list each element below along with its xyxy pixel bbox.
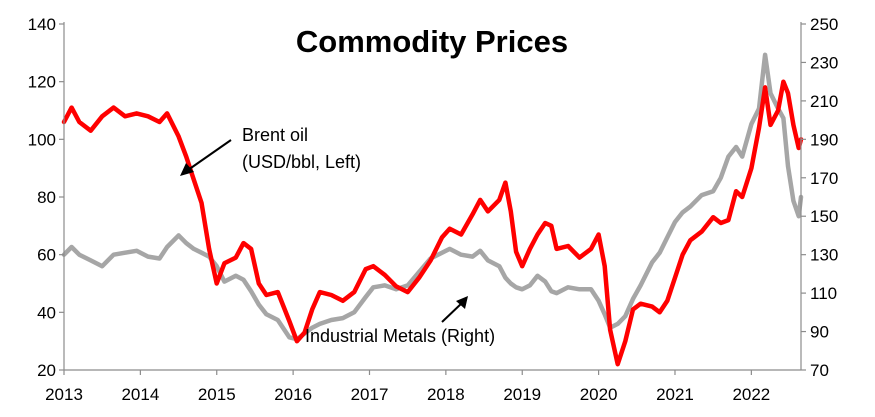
right-tick-label: 210 — [810, 92, 838, 111]
right-tick-label: 170 — [810, 169, 838, 188]
x-tick-label: 2016 — [274, 385, 312, 404]
right-tick-label: 250 — [810, 15, 838, 34]
left-tick-label: 60 — [37, 246, 56, 265]
right-tick-label: 70 — [810, 361, 829, 380]
brent-oil-series-line — [61, 79, 804, 367]
x-tick-label: 2015 — [198, 385, 236, 404]
x-tick-label: 2017 — [351, 385, 389, 404]
left-tick-label: 40 — [37, 303, 56, 322]
metals-annotation: Industrial Metals (Right) — [305, 326, 495, 346]
x-tick-label: 2019 — [503, 385, 541, 404]
left-tick-label: 80 — [37, 188, 56, 207]
x-tick-label: 2021 — [656, 385, 694, 404]
metals-arrow-icon — [441, 296, 468, 323]
brent-arrow-icon — [180, 139, 232, 176]
brent-annotation-line2: (USD/bbl, Left) — [242, 152, 361, 172]
right-tick-label: 150 — [810, 207, 838, 226]
right-tick-label: 130 — [810, 246, 838, 265]
right-tick-label: 190 — [810, 130, 838, 149]
industrial-metals-series-line — [61, 52, 804, 342]
left-tick-label: 20 — [37, 361, 56, 380]
left-tick-label: 100 — [28, 130, 56, 149]
x-tick-label: 2020 — [580, 385, 618, 404]
left-tick-label: 140 — [28, 15, 56, 34]
right-tick-label: 110 — [810, 284, 837, 303]
x-tick-label: 2018 — [427, 385, 465, 404]
x-tick-label: 2014 — [121, 385, 159, 404]
series-layer — [61, 52, 804, 367]
right-tick-label: 230 — [810, 53, 838, 72]
left-tick-label: 120 — [28, 73, 56, 92]
x-tick-label: 2013 — [45, 385, 83, 404]
right-tick-label: 90 — [810, 323, 829, 342]
tick-layer: 20 40 60 80 100 120 140 70 90 110 130 150 170 190 210 2… — [28, 15, 839, 404]
chart-title: Commodity Prices — [296, 24, 568, 59]
x-tick-label: 2022 — [732, 385, 770, 404]
brent-annotation-line1: Brent oil — [242, 125, 308, 145]
